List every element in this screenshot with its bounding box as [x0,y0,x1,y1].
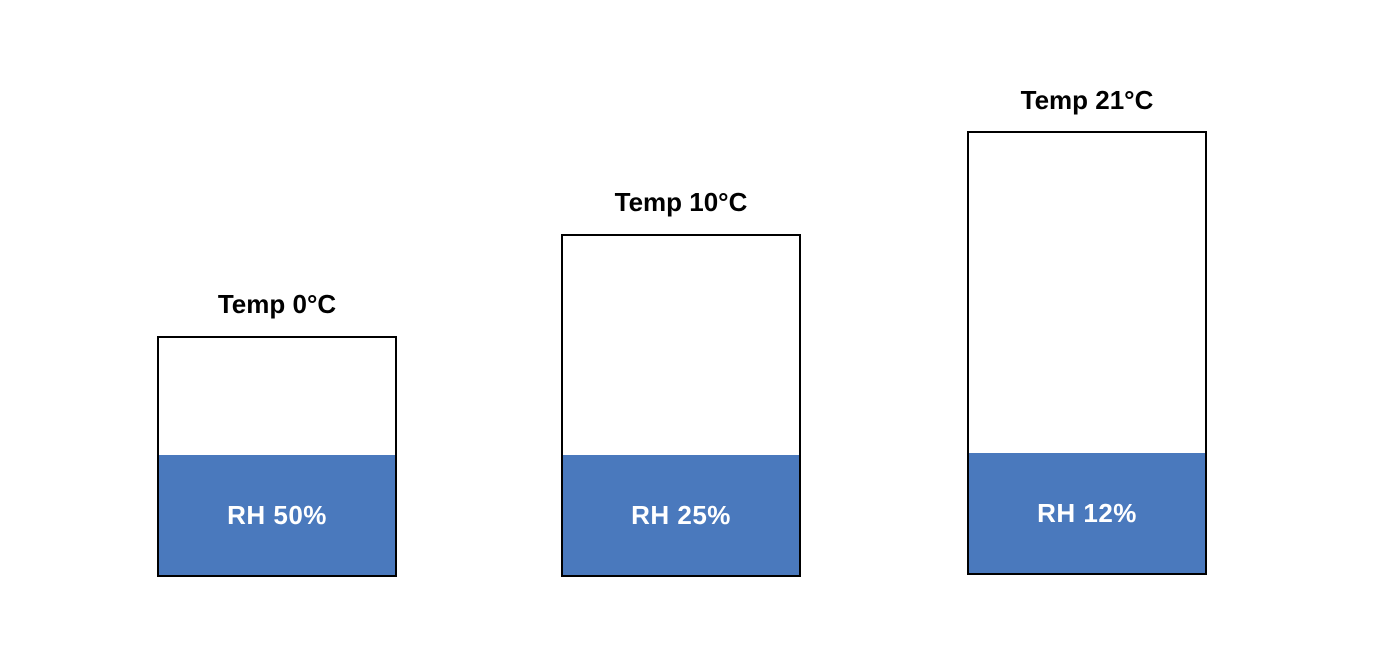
air-container-box: RH 12% [967,131,1207,575]
rh-label: RH 12% [1037,497,1137,528]
air-container-box: RH 25% [561,234,801,577]
rh-label: RH 25% [631,499,731,530]
humidity-fill: RH 50% [159,455,395,575]
humidity-fill: RH 12% [969,453,1205,573]
temp-label: Temp 21°C [1020,85,1154,115]
temp-label: Temp 10°C [614,187,748,217]
air-container-box: RH 50% [157,336,397,577]
humidity-fill: RH 25% [563,455,799,575]
rh-label: RH 50% [227,499,327,530]
temp-label: Temp 0°C [217,289,337,319]
